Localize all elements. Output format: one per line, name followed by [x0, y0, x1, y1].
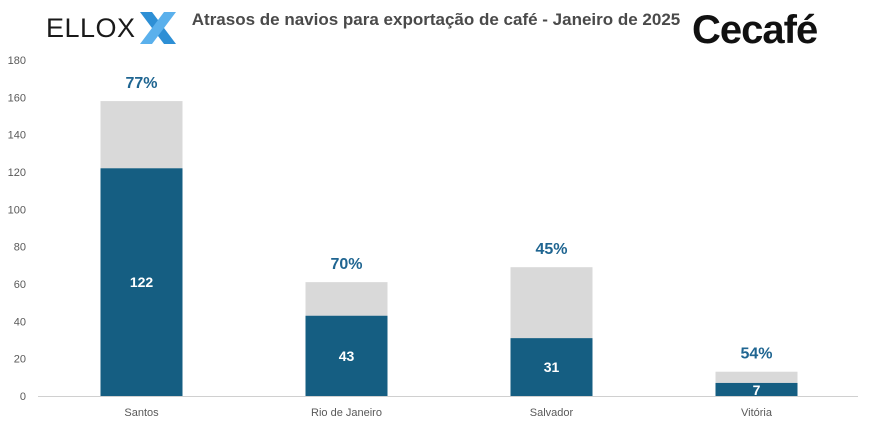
x-tick-label: Rio de Janeiro — [311, 407, 382, 419]
y-tick-label: 160 — [8, 92, 26, 104]
x-tick-label: Vitória — [741, 407, 773, 419]
data-label-value: 43 — [339, 348, 355, 364]
y-tick-label: 80 — [14, 242, 26, 254]
data-label-percent: 45% — [535, 241, 567, 258]
bar-segment-delayed — [510, 338, 593, 396]
data-label-value: 31 — [544, 359, 560, 375]
ellox-x-icon — [139, 12, 176, 44]
bar-segment-total — [715, 371, 798, 383]
y-tick-label: 20 — [14, 354, 26, 366]
bar-segment-total — [305, 282, 388, 316]
data-label-percent: 70% — [330, 256, 362, 273]
y-tick-label: 140 — [8, 130, 26, 142]
cecafe-logo-text: Cecafé — [692, 8, 818, 52]
y-tick-label: 0 — [20, 391, 26, 403]
y-tick-label: 120 — [8, 167, 26, 179]
y-tick-label: 60 — [14, 279, 26, 291]
y-tick-label: 180 — [8, 55, 26, 67]
bar-segment-total — [100, 101, 183, 169]
ellox-x-stroke-2 — [139, 12, 176, 44]
bar-segment-delayed — [305, 315, 388, 396]
x-tick-label: Salvador — [530, 407, 574, 419]
ellox-logo: ELLOX — [46, 6, 180, 50]
data-label-value: 7 — [753, 382, 761, 398]
data-label-percent: 77% — [125, 75, 157, 92]
data-label-percent: 54% — [740, 346, 772, 363]
cecafe-logo: Cecafé — [692, 8, 818, 53]
chart-title: Atrasos de navios para exportação de caf… — [191, 10, 681, 29]
bar-segment-total — [510, 267, 593, 339]
bar-segment-delayed — [715, 382, 798, 396]
ellox-logo-text: ELLOX — [46, 12, 136, 43]
x-tick-label: Santos — [124, 407, 159, 419]
y-tick-label: 40 — [14, 316, 26, 328]
bar-segment-delayed — [100, 168, 183, 396]
data-label-value: 122 — [130, 274, 154, 290]
y-tick-label: 100 — [8, 204, 26, 216]
